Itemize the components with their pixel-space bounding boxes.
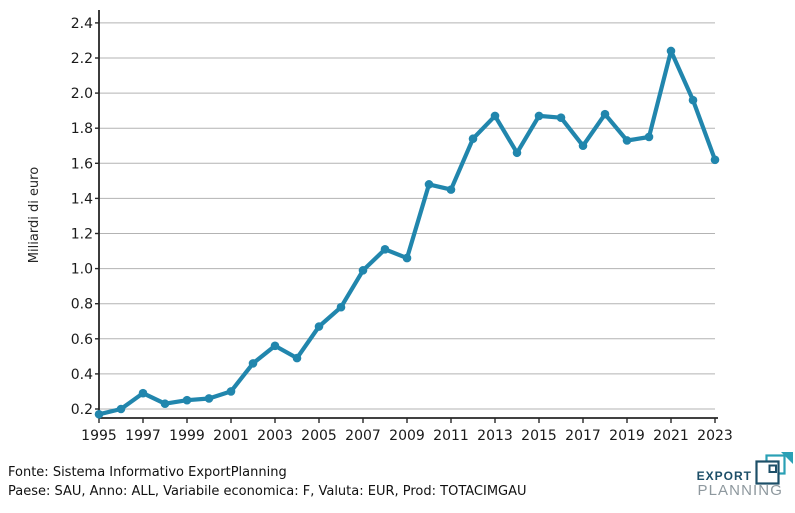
data-point bbox=[666, 46, 676, 56]
axes bbox=[98, 10, 718, 423]
logo-text-planning: PLANNING bbox=[697, 482, 783, 499]
data-point bbox=[468, 134, 478, 144]
series-polyline bbox=[96, 48, 718, 417]
y-tick-label: 0.8 bbox=[71, 297, 93, 313]
y-tick-label: 2.0 bbox=[71, 86, 93, 102]
x-tick-label: 2009 bbox=[389, 428, 425, 444]
y-tick-label: 0.4 bbox=[71, 367, 93, 383]
x-tick-label: 2007 bbox=[345, 428, 381, 444]
x-tick-label: 1999 bbox=[169, 428, 205, 444]
y-axis-title: Miliardi di euro bbox=[27, 167, 42, 263]
data-series-line bbox=[96, 48, 718, 417]
logo-text-export: EXPORT bbox=[696, 469, 752, 483]
data-series-markers bbox=[94, 46, 720, 419]
x-tick-label: 2005 bbox=[301, 428, 337, 444]
data-point bbox=[424, 180, 434, 189]
data-point bbox=[600, 109, 610, 119]
x-tick-label: 1995 bbox=[81, 428, 117, 444]
gridlines bbox=[95, 22, 715, 410]
y-axis-tick-labels: 0.2 0.4 0.6 0.8 1.0 1.2 1.4 1.6 1.8 2.0 2.2 2.4 bbox=[71, 16, 93, 418]
y-tick-label: 1.6 bbox=[71, 156, 93, 172]
data-point bbox=[94, 409, 104, 419]
data-point bbox=[138, 388, 148, 398]
x-axis-tick-labels: 1995 1997 1999 2001 2003 2005 2007 2009 2011 2013… bbox=[81, 428, 733, 444]
data-point bbox=[336, 302, 346, 312]
y-tick-label: 2.2 bbox=[71, 51, 93, 67]
data-point bbox=[292, 353, 302, 363]
x-tick-label: 1997 bbox=[125, 428, 161, 444]
line-chart: 1995 1997 1999 2001 2003 2005 2007 2009 2011 2013… bbox=[27, 10, 733, 444]
data-point bbox=[358, 266, 368, 275]
y-tick-label: 1.4 bbox=[71, 191, 93, 207]
data-point bbox=[270, 341, 280, 351]
x-tick-label: 2019 bbox=[609, 428, 645, 444]
data-point bbox=[116, 404, 126, 414]
y-tick-label: 0.6 bbox=[71, 332, 93, 348]
footer-params-line: Paese: SAU, Anno: ALL, Variabile economi… bbox=[8, 484, 527, 499]
data-point bbox=[688, 95, 698, 105]
x-tick-label: 2021 bbox=[653, 428, 689, 444]
y-tick-label: 1.2 bbox=[71, 227, 93, 243]
footer-source-line: Fonte: Sistema Informativo ExportPlannin… bbox=[8, 465, 287, 480]
data-point bbox=[622, 136, 632, 145]
y-tick-label: 0.2 bbox=[71, 402, 93, 418]
y-tick-label: 1.0 bbox=[71, 262, 93, 278]
x-tick-label: 2017 bbox=[565, 428, 601, 444]
data-point bbox=[578, 141, 588, 151]
data-point bbox=[402, 253, 412, 263]
data-point bbox=[512, 148, 522, 158]
x-tick-label: 2013 bbox=[477, 428, 513, 444]
x-tick-label: 2001 bbox=[213, 428, 249, 444]
x-tick-label: 2015 bbox=[521, 428, 557, 444]
data-point bbox=[160, 399, 170, 409]
stacked-squares-icon bbox=[755, 452, 793, 485]
y-tick-label: 1.8 bbox=[71, 121, 93, 137]
x-tick-label: 2023 bbox=[697, 428, 733, 444]
x-tick-label: 2003 bbox=[257, 428, 293, 444]
data-point bbox=[248, 359, 258, 368]
data-point bbox=[204, 394, 214, 403]
data-point bbox=[380, 244, 390, 254]
data-point bbox=[226, 387, 236, 396]
y-tick-label: 2.4 bbox=[71, 16, 93, 32]
data-point bbox=[182, 395, 192, 405]
data-point bbox=[644, 132, 654, 142]
data-point bbox=[446, 185, 456, 194]
footer: Fonte: Sistema Informativo ExportPlannin… bbox=[8, 463, 527, 501]
data-point bbox=[534, 111, 544, 121]
data-point bbox=[710, 155, 720, 165]
data-point bbox=[314, 322, 324, 331]
data-point bbox=[556, 113, 566, 122]
exportplanning-logo: EXPORT PLANNING bbox=[650, 450, 795, 502]
data-point bbox=[490, 111, 500, 121]
x-tick-label: 2011 bbox=[433, 428, 469, 444]
